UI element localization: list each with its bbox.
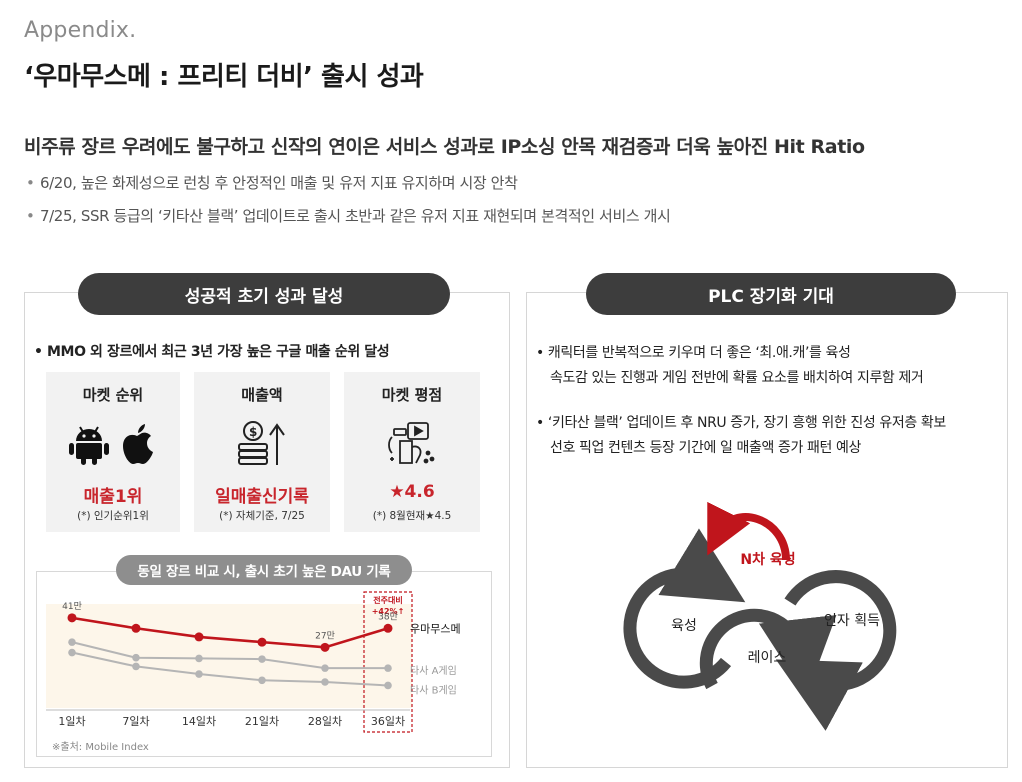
left-panel-bullet: • MMO 외 장르에서 최근 3년 가장 높은 구글 매출 순위 달성 — [34, 344, 390, 360]
data-point — [67, 613, 77, 623]
point-label: 38만 — [378, 611, 398, 622]
card-note: (*) 8월현재★4.5 — [372, 510, 452, 522]
right-bullet-2-line2: 선호 픽업 컨텐츠 등장 기간에 일 매출액 증가 패턴 예상 — [550, 440, 862, 456]
data-point — [321, 664, 329, 672]
series-line — [71, 616, 389, 649]
card-value: 일매출신기록 — [215, 487, 309, 507]
data-point — [195, 654, 203, 663]
right-bullet-2-line1: • ‘키타산 블랙’ 업데이트 후 NRU 증가, 장기 흥행 위한 진성 유저… — [536, 415, 946, 431]
data-point — [132, 653, 140, 662]
data-point — [321, 678, 329, 686]
svg-text:$: $ — [249, 425, 257, 439]
data-point — [68, 648, 76, 657]
x-tick-label: 21일차 — [245, 714, 279, 728]
x-tick-label: 7일차 — [122, 714, 149, 728]
highlight-box — [363, 591, 413, 733]
data-point — [195, 670, 203, 678]
right-bullet-1: • 캐릭터를 반복적으로 키우며 더 좋은 ‘최.애.캐’를 육성 속도감 있는… — [536, 341, 924, 391]
summary-headline: 비주류 장르 우려에도 불구하고 신작의 연이은 서비스 성과로 IP소싱 안목… — [24, 136, 865, 158]
cycle-label-left: 육성 — [671, 618, 697, 634]
summary-bullet: • 7/25, SSR 등급의 ‘키타산 블랙’ 업데이트로 출시 초반과 같은 … — [26, 205, 671, 226]
series-line — [71, 651, 389, 687]
android-apple-icon — [46, 420, 180, 468]
point-label: 41만 — [62, 601, 82, 612]
highlight-label: 전주대비 — [373, 595, 402, 605]
card-value: ★4.6 — [389, 482, 435, 502]
mobile-review-icon — [344, 420, 480, 468]
right-bullet-2: • ‘키타산 블랙’ 업데이트 후 NRU 증가, 장기 흥행 위한 진성 유저… — [536, 411, 946, 461]
summary-bullet-text: 7/25, SSR 등급의 ‘키타산 블랙’ 업데이트로 출시 초반과 같은 유… — [40, 207, 671, 225]
data-point — [383, 623, 393, 633]
data-point — [68, 638, 76, 646]
money-growth-icon: $ — [194, 420, 330, 468]
page-title: ‘우마무스메 : 프리티 더비’ 출시 성과 — [24, 62, 424, 92]
data-point — [257, 637, 267, 647]
data-point — [258, 655, 266, 663]
left-panel-pill: 성공적 초기 성과 달성 — [78, 273, 450, 315]
market-rank-card: 마켓 순위 매출1위 (*) 인기순위1위 — [46, 372, 180, 532]
data-point — [384, 681, 392, 690]
appendix-label: Appendix. — [24, 18, 137, 43]
revenue-card: 매출액 $ 일매출신기록 (*) 자체기준, 7/25 — [194, 372, 330, 532]
right-panel-pill: PLC 장기화 기대 — [586, 273, 956, 315]
market-rating-card: 마켓 평점 ★4.6 (*) 8월현재★4.5 — [344, 372, 480, 532]
cycle-label-top: N차 육성 — [740, 552, 795, 568]
chart-plot-area — [46, 604, 412, 708]
chart-source: ※출처: Mobile Index — [52, 742, 149, 753]
cycle-arc-top — [707, 501, 790, 561]
growth-cycle-diagram: N차 육성 육성 레이스 인자 획득 — [623, 501, 897, 731]
data-point — [131, 623, 141, 633]
series-line — [71, 641, 388, 670]
summary-bullet: • 6/20, 높은 화제성으로 런칭 후 안정적인 매출 및 유저 지표 유지하… — [26, 172, 518, 193]
summary-bullet-text: 6/20, 높은 화제성으로 런칭 후 안정적인 매출 및 유저 지표 유지하며… — [40, 174, 518, 192]
data-point — [258, 676, 266, 685]
card-title: 마켓 순위 — [82, 386, 144, 404]
cycle-label-middle: 레이스 — [748, 650, 787, 666]
point-label: 27만 — [315, 630, 335, 641]
bullet-marker: • — [26, 207, 35, 225]
card-note: (*) 인기순위1위 — [77, 510, 149, 522]
x-tick-label: 14일차 — [182, 714, 216, 728]
series-name-label: 타사 A게임 — [410, 664, 457, 677]
data-point — [194, 632, 204, 642]
highlight-value: +42%↑ — [372, 607, 405, 616]
data-point — [132, 662, 140, 671]
card-title: 매출액 — [241, 386, 283, 404]
cycle-arc-middle — [699, 608, 837, 697]
right-bullet-1-line2: 속도감 있는 진행과 게임 전반에 확률 요소를 배치하여 지루함 제거 — [550, 370, 924, 386]
dau-pill: 동일 장르 비교 시, 출시 초기 높은 DAU 기록 — [116, 555, 412, 585]
cycle-label-right: 인자 획득 — [824, 613, 880, 629]
card-note: (*) 자체기준, 7/25 — [219, 510, 305, 522]
cycle-arc-right — [775, 570, 897, 731]
series-name-label: 타사 B게임 — [410, 683, 457, 696]
x-tick-label: 28일차 — [308, 714, 342, 728]
data-point — [384, 664, 392, 672]
bullet-marker: • — [26, 174, 35, 192]
x-tick-label: 36일차 — [371, 714, 405, 728]
cycle-arc-left — [623, 528, 746, 689]
x-tick-label: 1일차 — [58, 714, 85, 728]
card-title: 마켓 평점 — [381, 386, 443, 404]
data-point — [320, 642, 330, 652]
series-name-label: 우마무스메 — [410, 622, 461, 635]
right-bullet-1-line1: • 캐릭터를 반복적으로 키우며 더 좋은 ‘최.애.캐’를 육성 — [536, 345, 851, 361]
card-value: 매출1위 — [83, 487, 143, 507]
